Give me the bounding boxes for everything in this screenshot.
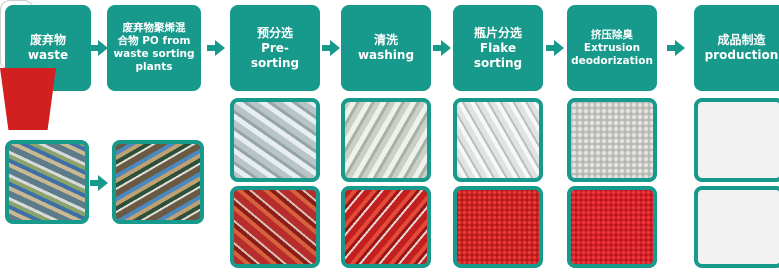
photo [112,140,204,224]
step-label: deodorization [571,55,653,68]
cup [0,68,56,130]
photo [230,98,320,182]
step-label: 预分选 [257,26,293,41]
photo [453,186,543,268]
photo [341,98,431,182]
step-label: waste [28,48,68,63]
step-label: 瓶片分选 [474,26,522,41]
step-label: 合物 PO from [118,35,191,48]
photo [694,186,779,268]
flow-arrow [98,175,108,191]
step-label: washing [358,48,414,63]
photo [230,186,320,268]
photo [567,98,657,182]
step-label: sorting [251,56,299,71]
flow-arrow [554,40,564,56]
flow-arrow [675,40,685,56]
flow-arrow [441,40,451,56]
step-label: Flake [480,41,516,56]
process-diagram: 废弃物waste 废弃物聚烯混合物 PO fromwaste sortingpla… [0,0,779,272]
step-label: 成品制造 [717,33,765,48]
photo [453,98,543,182]
photo [567,186,657,268]
step-label: 清洗 [374,33,398,48]
step-label: plants [136,61,173,74]
step-label: production [705,48,779,63]
photo [341,186,431,268]
step-label: Pre- [261,41,289,56]
step-label: 废弃物 [30,33,66,48]
flow-arrow [215,40,225,56]
photo [5,140,89,224]
step-label: 废弃物聚烯混 [123,22,186,35]
flow-arrow [330,40,340,56]
step-label: waste sorting [113,48,194,61]
step-label: sorting [474,56,522,71]
step-label: Extrusion [584,42,640,55]
photo [694,98,779,182]
step-label: 挤压除臭 [591,29,633,42]
